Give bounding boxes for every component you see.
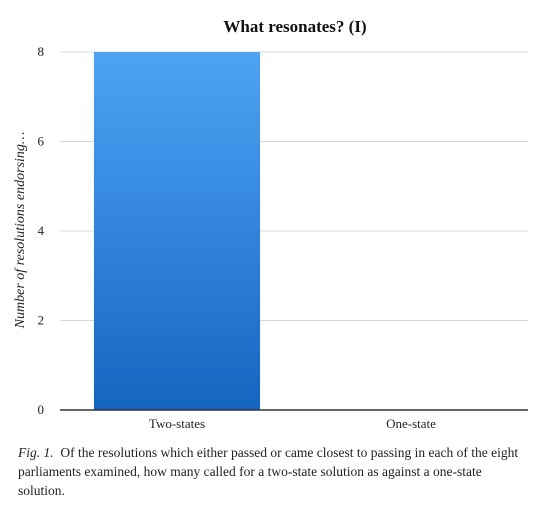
y-tick-label: 0 xyxy=(38,402,45,417)
chart-title: What resonates? (I) xyxy=(223,17,366,36)
caption-text: Of the resolutions which either passed o… xyxy=(18,445,519,498)
y-tick-label: 8 xyxy=(38,44,45,59)
y-tick-labels: 0 2 4 6 8 xyxy=(38,44,45,417)
y-tick-label: 2 xyxy=(38,313,45,328)
x-tick-label: Two-states xyxy=(149,416,205,431)
y-tick-label: 6 xyxy=(38,134,45,149)
chart-svg: What resonates? (I) Number of resolution… xyxy=(13,17,528,431)
caption-label: Fig. 1. xyxy=(18,445,54,460)
chart: What resonates? (I) Number of resolution… xyxy=(13,17,528,431)
figure-caption: Fig. 1. Of the resolutions which either … xyxy=(18,443,528,500)
bar-two-states xyxy=(93,52,261,410)
y-axis-label: Number of resolutions endorsing… xyxy=(13,132,28,330)
y-tick-label: 4 xyxy=(38,223,45,238)
x-tick-label: One-state xyxy=(386,416,436,431)
x-tick-labels: Two-states One-state xyxy=(149,416,436,431)
bars xyxy=(93,52,261,410)
